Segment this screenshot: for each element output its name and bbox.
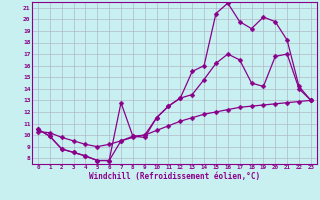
X-axis label: Windchill (Refroidissement éolien,°C): Windchill (Refroidissement éolien,°C) xyxy=(89,172,260,181)
